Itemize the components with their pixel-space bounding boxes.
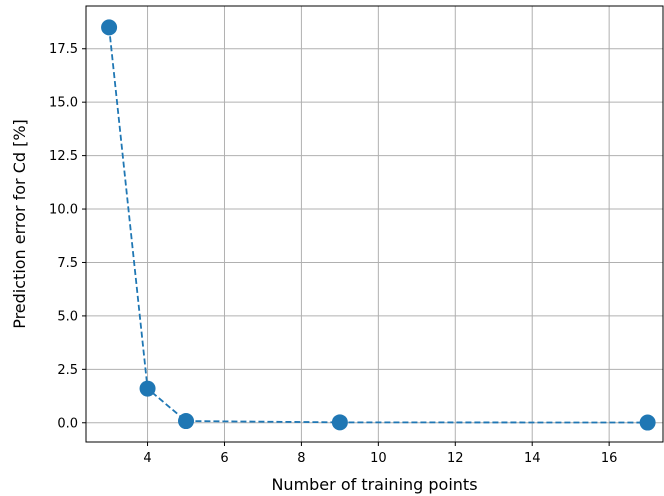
grid — [86, 6, 663, 442]
y-tick-label: 7.5 — [57, 256, 78, 271]
data-point — [139, 380, 156, 397]
data-point — [639, 414, 656, 431]
y-tick-label: 15.0 — [49, 96, 78, 111]
series-layer — [101, 19, 656, 431]
y-tick-label: 12.5 — [49, 149, 78, 164]
x-tick-label: 14 — [524, 451, 541, 466]
x-axis-label: Number of training points — [271, 475, 477, 494]
data-point — [178, 413, 195, 430]
x-axis-ticks: 4 6 8 10 12 14 16 — [143, 442, 617, 466]
x-tick-label: 16 — [601, 451, 618, 466]
x-tick-label: 8 — [297, 451, 305, 466]
x-tick-label: 12 — [447, 451, 464, 466]
x-tick-label: 4 — [143, 451, 151, 466]
y-axis-label: Prediction error for Cd [%] — [10, 119, 29, 329]
y-tick-label: 17.5 — [49, 42, 78, 57]
x-tick-label: 6 — [220, 451, 228, 466]
y-tick-label: 10.0 — [49, 203, 78, 218]
y-tick-label: 5.0 — [57, 309, 78, 324]
data-point — [331, 414, 348, 431]
y-tick-label: 2.5 — [57, 363, 78, 378]
y-tick-label: 0.0 — [57, 416, 78, 431]
data-point — [101, 19, 118, 36]
series-line — [108, 27, 648, 424]
y-axis-ticks: 0.0 2.5 5.0 7.5 10.0 12.5 15.0 17.5 — [49, 42, 86, 431]
x-tick-label: 10 — [370, 451, 387, 466]
plot-frame — [85, 5, 664, 443]
